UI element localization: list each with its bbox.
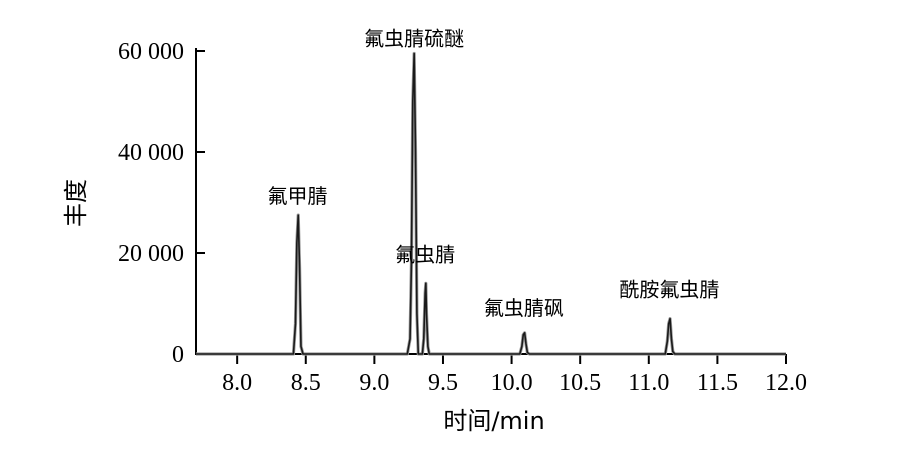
x-tick-label: 8.0 [222,370,252,396]
chromatogram-trace [196,52,786,355]
y-tick-label: 20 000 [118,241,184,267]
y-tick-label: 60 000 [118,39,184,65]
x-tick-label: 12.0 [765,370,807,396]
peak-label: 氟甲腈 [268,184,328,208]
peak-label: 氟虫腈 [395,242,455,266]
y-axis: 0 20 000 40 000 60 000 [118,39,205,368]
x-tick-label: 10.0 [491,370,533,396]
x-axis-title: 时间/min [443,407,544,435]
peak-label: 氟虫腈砜 [484,296,564,320]
peak-label: 酰胺氟虫腈 [619,278,719,302]
y-tick-label: 40 000 [118,140,184,166]
x-tick-label: 9.5 [428,370,458,396]
peak-label: 氟虫腈硫醚 [364,27,464,51]
y-ticks: 0 20 000 40 000 60 000 [118,39,205,368]
y-axis-title: 丰度 [62,179,90,227]
x-ticks: 8.0 8.5 9.0 9.5 10.0 10.5 11.0 11.5 12.0 [222,354,807,396]
y-tick-label: 0 [172,342,184,368]
plot-series [196,51,786,356]
x-tick-label: 10.5 [559,370,601,396]
x-tick-label: 9.0 [359,370,389,396]
x-tick-label: 11.0 [628,370,669,396]
x-tick-label: 8.5 [291,370,321,396]
x-tick-label: 11.5 [697,370,738,396]
x-axis: 8.0 8.5 9.0 9.5 10.0 10.5 11.0 11.5 12.0 [196,353,807,396]
